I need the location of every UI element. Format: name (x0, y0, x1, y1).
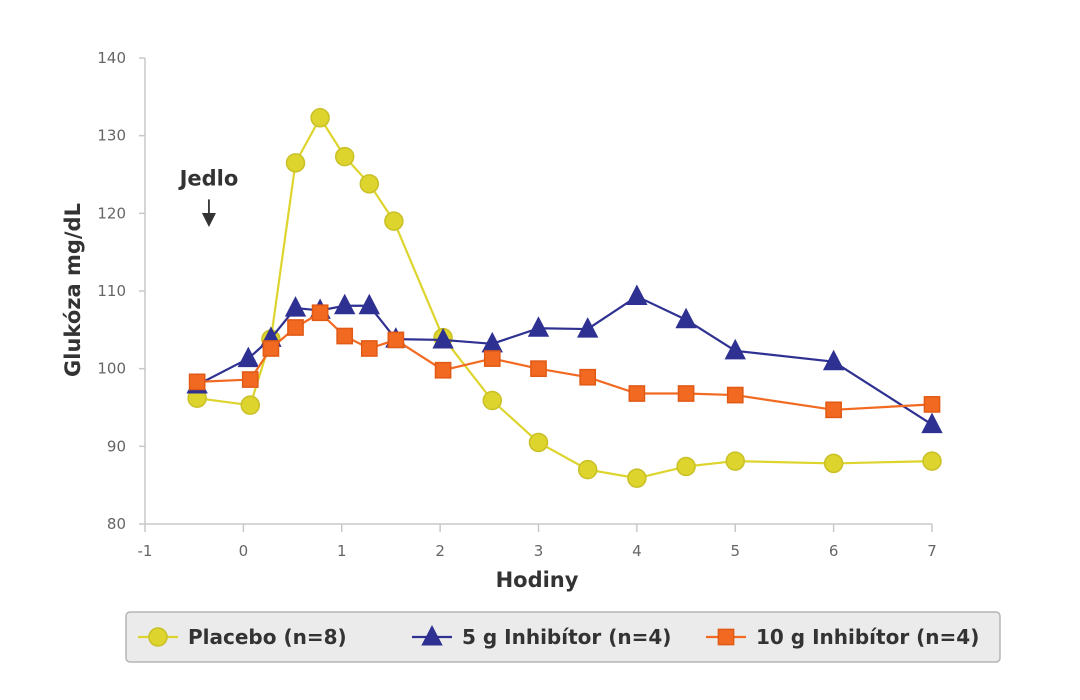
data-point-circle (359, 174, 380, 194)
data-point-circle (384, 211, 404, 231)
x-tick-label: 1 (337, 542, 347, 560)
data-point-square (262, 340, 280, 357)
data-point-square (628, 385, 646, 402)
data-point-square (483, 350, 501, 367)
data-point-circle (482, 390, 503, 411)
data-point-circle (725, 451, 745, 471)
meal-arrow-head (201, 212, 216, 227)
data-point-circle (240, 395, 261, 415)
data-point-circle (676, 456, 696, 477)
data-point-triangle (675, 307, 697, 329)
y-ticks: 80 90 100 110 120 130 140 (97, 49, 145, 533)
data-point-triangle (921, 412, 943, 434)
data-point-square (579, 368, 597, 386)
series-circle (187, 108, 942, 488)
data-point-circle (528, 432, 549, 453)
data-point-triangle (432, 327, 454, 349)
data-point-square (287, 319, 304, 336)
x-tick-label: -1 (138, 542, 153, 560)
data-point-square (726, 386, 744, 404)
data-point-square (530, 360, 547, 378)
y-axis-title: Glukóza mg/dL (61, 203, 85, 377)
legend-label: Placebo (n=8) (188, 625, 347, 649)
data-point-square (241, 371, 259, 388)
data-point-circle (823, 453, 844, 474)
data-point-square (923, 396, 941, 413)
data-point-triangle (576, 317, 599, 338)
legend-entry: 5 g Inhibítor (n=4) (412, 625, 671, 649)
data-point-triangle (284, 296, 307, 317)
data-point-circle (627, 468, 647, 488)
data-point-triangle (724, 338, 746, 360)
axes (144, 58, 932, 525)
data-point-circle (577, 459, 598, 480)
legend-label: 10 g Inhibítor (n=4) (756, 625, 979, 649)
data-point-square (717, 628, 735, 646)
y-tick-label: 130 (97, 127, 126, 145)
data-point-triangle (421, 625, 443, 646)
x-tick-label: 7 (927, 542, 937, 560)
x-tick-label: 6 (829, 542, 839, 560)
data-point-square (825, 401, 842, 419)
data-point-square (677, 385, 695, 402)
y-tick-label: 90 (107, 437, 126, 455)
series-square (188, 304, 941, 419)
data-point-triangle (527, 316, 550, 337)
legend-entry: Placebo (n=8) (138, 625, 347, 649)
series-line (196, 116, 933, 480)
series-line (196, 295, 933, 426)
legend-label: 5 g Inhibítor (n=4) (462, 625, 671, 649)
x-tick-label: 2 (435, 542, 445, 560)
data-point-triangle (334, 293, 356, 315)
data-point-square (360, 340, 378, 357)
x-tick-label: 4 (632, 542, 642, 560)
y-tick-label: 140 (97, 49, 126, 67)
x-tick-label: 0 (239, 542, 249, 560)
x-axis-title: Hodiny (496, 568, 579, 592)
data-point-triangle (358, 293, 380, 315)
data-point-square (336, 327, 354, 345)
data-point-square (188, 373, 206, 391)
data-point-circle (148, 627, 168, 647)
y-tick-label: 120 (97, 204, 126, 222)
legend-entry: 10 g Inhibítor (n=4) (706, 625, 979, 649)
data-point-triangle (237, 346, 259, 368)
x-tick-label: 3 (534, 542, 544, 560)
meal-annotation-label: Jedlo (178, 166, 239, 190)
y-tick-label: 80 (107, 515, 126, 533)
y-tick-label: 110 (97, 282, 126, 300)
y-tick-label: 100 (97, 360, 126, 378)
data-point-square (434, 361, 452, 379)
data-point-circle (334, 146, 355, 167)
legend-box (125, 611, 1001, 663)
meal-annotation: Jedlo (178, 166, 239, 227)
x-ticks: -1 0 1 2 3 4 5 6 7 (138, 524, 937, 560)
data-point-triangle (626, 284, 648, 305)
data-point-square (311, 304, 329, 322)
data-point-circle (285, 153, 306, 173)
data-point-circle (310, 108, 330, 128)
data-point-circle (922, 451, 942, 471)
data-point-triangle (822, 349, 845, 371)
data-point-square (387, 331, 405, 349)
legend: Placebo (n=8) 5 g Inhibítor (n=4) 10 g Inh… (125, 611, 1001, 663)
x-tick-label: 5 (730, 542, 740, 560)
series-layer (186, 108, 943, 488)
